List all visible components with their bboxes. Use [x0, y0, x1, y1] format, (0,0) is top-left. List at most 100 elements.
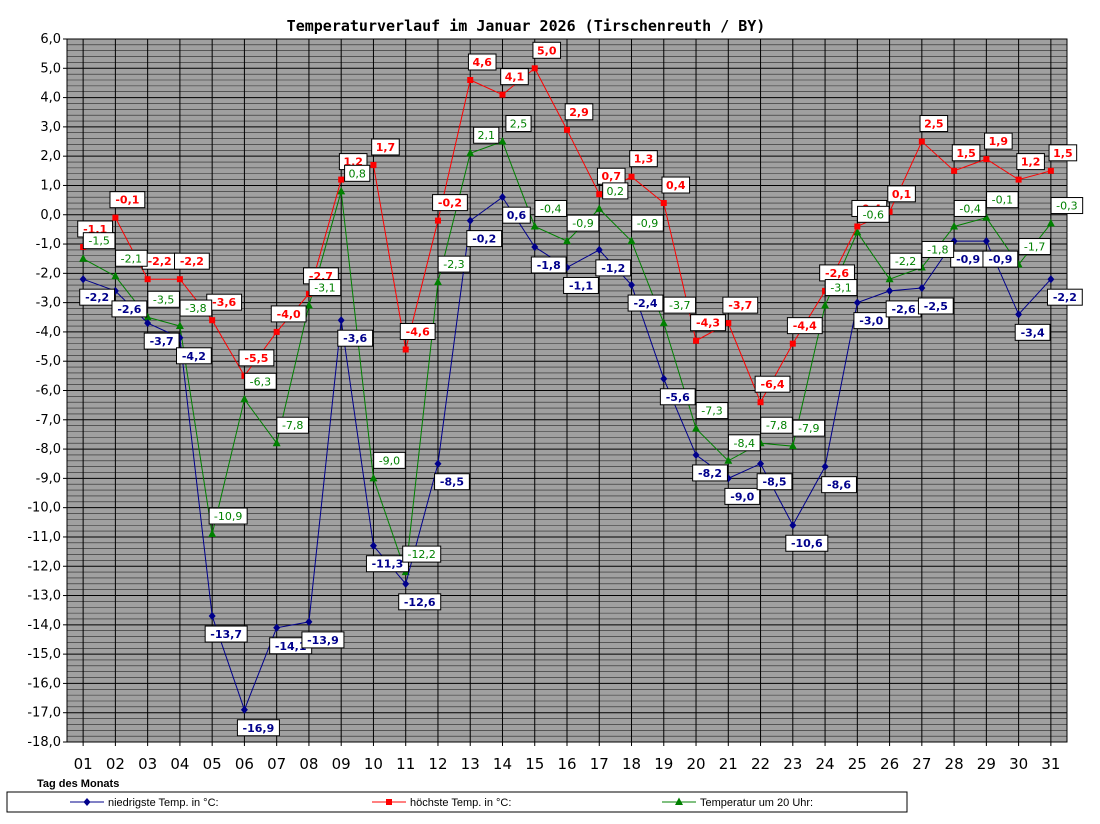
data-point	[724, 456, 733, 464]
data-label: -3,1	[308, 279, 342, 297]
svg-text:-7,8: -7,8	[282, 419, 303, 432]
data-label: -0,2	[432, 194, 468, 212]
svg-text:0,8: 0,8	[348, 167, 366, 180]
y-tick-label: -15,0	[27, 647, 61, 662]
x-tick-label: 28	[945, 755, 964, 773]
svg-text:-8,2: -8,2	[698, 467, 722, 480]
data-label: 4,6	[467, 53, 497, 71]
data-point	[402, 346, 409, 353]
svg-text:-2,2: -2,2	[148, 255, 172, 268]
svg-text:-16,9: -16,9	[243, 722, 275, 735]
svg-text:-1,5: -1,5	[88, 235, 109, 248]
chart-title: Temperaturverlauf im Januar 2026 (Tirsch…	[287, 17, 766, 35]
legend-label: Temperatur um 20 Uhr:	[700, 797, 813, 809]
data-point	[498, 137, 507, 145]
svg-text:-3,0: -3,0	[859, 315, 883, 328]
svg-text:-0,2: -0,2	[438, 197, 462, 210]
data-labels: -2,2 -2,6 -3,7 -4,2 -13,7 -16,9 -14,1 -13,9 -3,6…	[77, 41, 1084, 737]
y-tick-label: 1,0	[40, 178, 61, 193]
y-tick-label: 4,0	[40, 91, 61, 106]
x-tick-label: 03	[138, 755, 157, 773]
data-label: -12,2	[402, 545, 442, 563]
svg-text:-0,9: -0,9	[637, 217, 658, 230]
data-point	[595, 245, 603, 254]
y-tick-label: -1,0	[36, 237, 61, 252]
data-point	[273, 623, 281, 632]
data-label: 5,0	[532, 41, 562, 59]
data-label: 1,9	[984, 132, 1013, 150]
svg-text:-1,8: -1,8	[537, 259, 561, 272]
y-tick-label: -13,0	[27, 589, 61, 604]
data-point	[982, 237, 990, 246]
data-label: -7,3	[695, 402, 729, 420]
data-label: -3,4	[1014, 323, 1051, 341]
svg-text:-0,4: -0,4	[959, 202, 980, 215]
data-label: -3,7	[143, 332, 180, 350]
data-label: 1,3	[629, 150, 658, 168]
data-point	[498, 193, 506, 202]
legend-item: niedrigste Temp. in °C:	[70, 797, 219, 809]
data-point	[144, 319, 152, 328]
data-label: 1,5	[951, 144, 981, 162]
data-point	[208, 529, 217, 538]
data-label: -3,0	[853, 312, 890, 330]
y-tick-label: -16,0	[27, 676, 61, 691]
svg-text:-2,4: -2,4	[633, 297, 657, 310]
svg-text:1,2: 1,2	[1021, 156, 1041, 169]
data-label: -0,1	[109, 191, 146, 209]
y-tick-label: -3,0	[36, 296, 61, 311]
x-tick-label: 26	[880, 755, 899, 773]
x-tick-label: 09	[332, 755, 351, 773]
y-axis: 6,0 5,0 4,0 3,0 2,0 1,0 0,0 -1,0 -2,0 -3,0 -4,0 -5,…	[27, 32, 67, 750]
x-tick-label: 21	[719, 755, 738, 773]
y-tick-label: -11,0	[27, 530, 61, 545]
svg-text:5,0: 5,0	[537, 44, 557, 57]
data-label: 0,6	[502, 206, 531, 224]
y-tick-label: -6,0	[36, 384, 61, 399]
svg-text:-0,1: -0,1	[992, 194, 1013, 207]
data-label: -3,6	[206, 293, 243, 311]
data-point	[466, 216, 474, 225]
svg-text:0,7: 0,7	[602, 170, 622, 183]
data-label: -8,6	[821, 476, 857, 494]
svg-text:-4,0: -4,0	[277, 308, 301, 321]
data-label: -14,1	[269, 637, 313, 655]
data-point	[175, 321, 184, 330]
svg-text:2,5: 2,5	[924, 118, 944, 131]
data-point	[337, 316, 345, 325]
data-label: -4,4	[786, 317, 823, 335]
x-tick-label: 31	[1041, 755, 1060, 773]
svg-text:4,1: 4,1	[505, 71, 525, 84]
svg-text:-2,6: -2,6	[117, 303, 141, 316]
x-tick-label: 25	[848, 755, 867, 773]
y-tick-label: -9,0	[36, 471, 61, 486]
svg-text:-3,7: -3,7	[728, 299, 752, 312]
data-point	[692, 424, 701, 432]
svg-text:1,3: 1,3	[634, 153, 654, 166]
svg-text:-9,0: -9,0	[379, 454, 400, 467]
data-label: -0,9	[950, 250, 986, 268]
data-label: -3,1	[824, 279, 858, 297]
data-point	[531, 65, 538, 72]
svg-text:-8,6: -8,6	[827, 479, 851, 492]
svg-text:-3,8: -3,8	[185, 302, 206, 315]
data-label: -8,2	[692, 464, 728, 482]
data-label: 1,2	[1016, 153, 1045, 171]
data-point	[757, 399, 764, 406]
data-point	[1047, 275, 1055, 284]
svg-text:-5,6: -5,6	[666, 391, 690, 404]
data-label: -10,9	[208, 507, 248, 525]
y-tick-label: -4,0	[36, 325, 61, 340]
data-label: -0,1	[986, 191, 1019, 209]
svg-text:-1,1: -1,1	[569, 279, 593, 292]
x-axis-label: Tag des Monats	[37, 778, 119, 790]
data-label: -8,5	[434, 473, 470, 491]
data-point	[369, 473, 378, 482]
data-label: 0,4	[661, 176, 691, 194]
data-point	[209, 317, 216, 324]
svg-text:-0,1: -0,1	[115, 194, 139, 207]
data-label: -1,2	[595, 259, 632, 277]
data-label: 2,9	[564, 103, 594, 121]
data-point	[693, 337, 700, 344]
data-point	[596, 191, 603, 198]
